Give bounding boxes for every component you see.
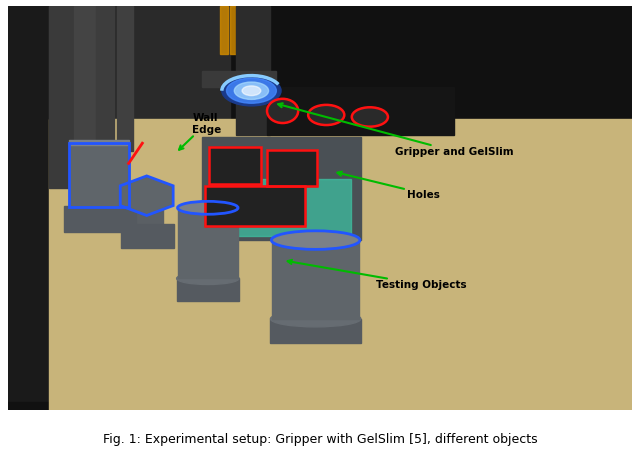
Ellipse shape xyxy=(227,79,276,104)
Bar xyxy=(8,402,632,410)
Bar xyxy=(252,7,259,55)
Bar xyxy=(209,148,260,184)
Ellipse shape xyxy=(177,273,239,285)
Bar xyxy=(177,279,239,301)
Bar xyxy=(236,7,270,136)
Text: Gripper and GelSlim: Gripper and GelSlim xyxy=(278,104,513,157)
Bar xyxy=(49,7,74,188)
Bar xyxy=(178,208,237,279)
Bar xyxy=(270,319,360,343)
Bar xyxy=(267,151,317,186)
Bar xyxy=(202,138,360,241)
Text: Wall
Edge: Wall Edge xyxy=(179,113,221,150)
Ellipse shape xyxy=(222,76,281,106)
Bar xyxy=(8,7,49,410)
Bar xyxy=(267,88,454,136)
Text: Holes: Holes xyxy=(337,172,440,199)
Text: Testing Objects: Testing Objects xyxy=(287,260,467,290)
Text: Fig. 1: Experimental setup: Gripper with GelSlim [5], different objects: Fig. 1: Experimental setup: Gripper with… xyxy=(102,432,538,445)
Bar xyxy=(230,7,237,55)
Bar xyxy=(220,7,228,55)
Bar xyxy=(205,186,305,226)
Bar xyxy=(272,241,359,319)
Ellipse shape xyxy=(272,232,359,250)
Bar xyxy=(209,148,260,184)
Bar xyxy=(202,71,276,88)
Bar xyxy=(227,7,632,120)
Ellipse shape xyxy=(267,100,298,124)
Bar xyxy=(74,7,95,168)
Ellipse shape xyxy=(352,108,388,127)
Bar xyxy=(267,151,317,186)
Bar xyxy=(49,7,230,120)
Bar xyxy=(95,7,115,160)
Bar xyxy=(68,144,129,207)
Bar xyxy=(132,194,163,225)
Ellipse shape xyxy=(178,202,237,214)
Ellipse shape xyxy=(234,83,269,100)
Bar xyxy=(120,225,173,249)
Bar xyxy=(211,180,351,237)
Bar xyxy=(69,141,129,146)
Ellipse shape xyxy=(271,311,361,327)
Bar xyxy=(65,206,136,232)
Bar xyxy=(117,7,133,152)
Bar xyxy=(69,144,129,206)
Bar xyxy=(239,7,246,55)
Polygon shape xyxy=(49,120,632,410)
Bar xyxy=(205,186,305,226)
Ellipse shape xyxy=(242,87,260,96)
Ellipse shape xyxy=(308,106,344,126)
